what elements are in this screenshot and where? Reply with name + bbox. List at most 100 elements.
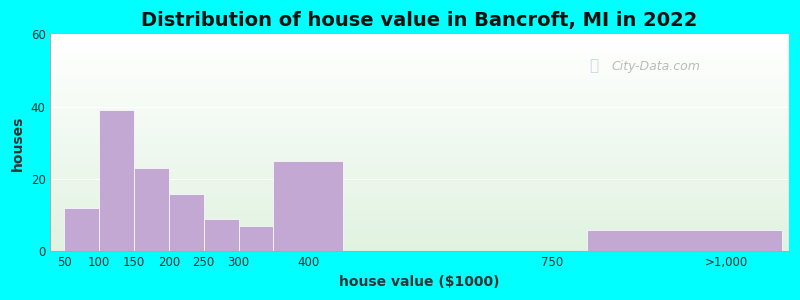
Bar — [50, 110, 789, 112]
Bar — [204, 219, 238, 251]
Bar — [50, 52, 789, 54]
Bar — [50, 147, 789, 149]
Bar — [50, 117, 789, 119]
Bar — [50, 158, 789, 160]
Bar — [50, 152, 789, 154]
X-axis label: house value ($1000): house value ($1000) — [339, 275, 500, 289]
Bar — [50, 169, 789, 171]
Bar — [50, 102, 789, 104]
Bar — [50, 34, 789, 37]
Bar — [50, 108, 789, 110]
Bar — [50, 247, 789, 249]
Bar — [50, 37, 789, 39]
Bar — [50, 180, 789, 182]
Bar — [50, 67, 789, 69]
Bar — [50, 115, 789, 117]
Bar — [50, 188, 789, 191]
Bar — [50, 195, 789, 197]
Bar — [50, 236, 789, 238]
Bar — [50, 223, 789, 225]
Bar — [50, 100, 789, 102]
Bar — [50, 200, 789, 202]
Bar — [50, 71, 789, 74]
Bar — [50, 210, 789, 212]
Bar — [50, 123, 789, 126]
Bar — [50, 56, 789, 58]
Bar — [50, 191, 789, 193]
Bar — [50, 139, 789, 141]
Bar — [50, 171, 789, 173]
Bar — [50, 78, 789, 80]
Bar — [50, 160, 789, 163]
Bar — [134, 168, 169, 251]
Bar — [50, 126, 789, 128]
Bar — [50, 45, 789, 47]
Bar — [50, 84, 789, 86]
Bar — [50, 167, 789, 169]
Bar — [50, 214, 789, 217]
Bar — [50, 178, 789, 180]
Bar — [50, 93, 789, 95]
Bar — [50, 193, 789, 195]
Bar — [50, 219, 789, 221]
Bar — [50, 154, 789, 156]
Bar — [50, 202, 789, 204]
Text: City-Data.com: City-Data.com — [612, 61, 701, 74]
Bar — [50, 184, 789, 186]
Bar — [50, 54, 789, 56]
Bar — [50, 238, 789, 241]
Bar — [50, 245, 789, 247]
Bar — [50, 130, 789, 132]
Bar — [50, 43, 789, 45]
Y-axis label: houses: houses — [11, 115, 25, 171]
Bar — [50, 163, 789, 165]
Bar — [50, 106, 789, 108]
Bar — [50, 243, 789, 245]
Bar — [50, 204, 789, 206]
Bar — [50, 228, 789, 230]
Bar — [50, 47, 789, 50]
Bar — [50, 69, 789, 71]
Bar — [50, 41, 789, 43]
Bar — [169, 194, 204, 251]
Bar — [50, 98, 789, 100]
Bar — [64, 208, 99, 251]
Bar — [50, 241, 789, 243]
Bar — [50, 145, 789, 147]
Bar — [50, 217, 789, 219]
Bar — [50, 208, 789, 210]
Bar — [50, 112, 789, 115]
Bar — [274, 161, 343, 251]
Bar — [99, 110, 134, 251]
Bar — [50, 95, 789, 98]
Bar — [50, 156, 789, 158]
Bar — [50, 173, 789, 175]
Bar — [50, 149, 789, 152]
Bar — [50, 89, 789, 91]
Title: Distribution of house value in Bancroft, MI in 2022: Distribution of house value in Bancroft,… — [142, 11, 698, 30]
Bar — [50, 186, 789, 188]
Bar — [50, 249, 789, 251]
Bar — [50, 76, 789, 78]
Bar — [50, 65, 789, 67]
Bar — [50, 143, 789, 145]
Bar — [50, 58, 789, 61]
Bar — [50, 74, 789, 76]
Bar — [50, 232, 789, 234]
Bar — [50, 176, 789, 178]
Bar — [50, 104, 789, 106]
Bar — [50, 165, 789, 167]
Bar — [50, 121, 789, 123]
Bar — [50, 80, 789, 82]
Bar — [50, 212, 789, 214]
Bar — [587, 230, 782, 251]
Bar — [50, 225, 789, 228]
Bar — [50, 132, 789, 134]
Bar — [238, 226, 274, 251]
Bar — [50, 50, 789, 52]
Bar — [50, 134, 789, 136]
Bar — [50, 91, 789, 93]
Bar — [50, 128, 789, 130]
Text: ⦾: ⦾ — [590, 58, 598, 74]
Bar — [50, 221, 789, 223]
